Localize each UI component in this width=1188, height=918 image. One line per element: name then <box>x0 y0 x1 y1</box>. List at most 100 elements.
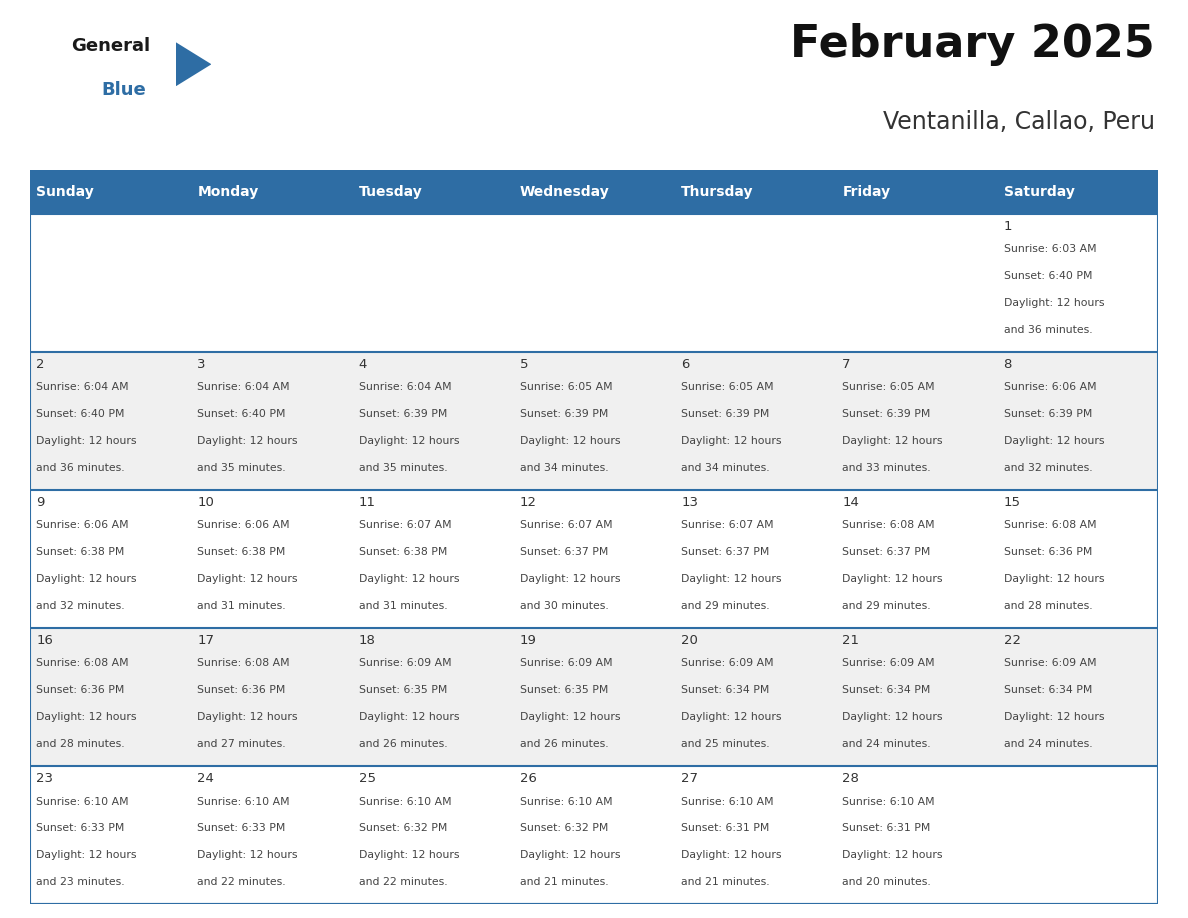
Bar <box>191 490 352 628</box>
Text: Daylight: 12 hours: Daylight: 12 hours <box>197 850 298 860</box>
Text: 28: 28 <box>842 772 859 785</box>
Text: Sunrise: 6:05 AM: Sunrise: 6:05 AM <box>520 382 613 392</box>
Text: Daylight: 12 hours: Daylight: 12 hours <box>520 712 620 722</box>
Text: and 36 minutes.: and 36 minutes. <box>1004 325 1092 335</box>
Text: 8: 8 <box>1004 358 1012 371</box>
Text: Daylight: 12 hours: Daylight: 12 hours <box>520 850 620 860</box>
Text: Sunset: 6:36 PM: Sunset: 6:36 PM <box>36 686 125 696</box>
Bar <box>997 214 1158 352</box>
Text: Sunset: 6:34 PM: Sunset: 6:34 PM <box>1004 686 1092 696</box>
Text: Sunrise: 6:09 AM: Sunrise: 6:09 AM <box>359 658 451 668</box>
Text: Sunset: 6:31 PM: Sunset: 6:31 PM <box>681 823 770 834</box>
Text: Sunset: 6:39 PM: Sunset: 6:39 PM <box>359 409 447 420</box>
Text: and 30 minutes.: and 30 minutes. <box>520 601 608 611</box>
Bar <box>352 352 513 490</box>
Text: Saturday: Saturday <box>1004 185 1074 199</box>
Bar <box>836 170 997 214</box>
Text: Sunset: 6:39 PM: Sunset: 6:39 PM <box>842 409 930 420</box>
Text: and 32 minutes.: and 32 minutes. <box>36 601 125 611</box>
Text: and 34 minutes.: and 34 minutes. <box>681 463 770 473</box>
Text: Daylight: 12 hours: Daylight: 12 hours <box>36 850 137 860</box>
Text: 1: 1 <box>1004 219 1012 233</box>
Text: 13: 13 <box>681 496 699 509</box>
Text: 23: 23 <box>36 772 53 785</box>
Text: Sunday: Sunday <box>36 185 94 199</box>
Text: Sunrise: 6:09 AM: Sunrise: 6:09 AM <box>842 658 935 668</box>
Bar <box>675 767 836 904</box>
Text: Daylight: 12 hours: Daylight: 12 hours <box>681 850 782 860</box>
Text: Sunrise: 6:08 AM: Sunrise: 6:08 AM <box>36 658 128 668</box>
Text: and 21 minutes.: and 21 minutes. <box>520 878 608 888</box>
Text: Wednesday: Wednesday <box>520 185 609 199</box>
Text: Sunset: 6:37 PM: Sunset: 6:37 PM <box>520 547 608 557</box>
Text: Sunset: 6:39 PM: Sunset: 6:39 PM <box>520 409 608 420</box>
Text: Daylight: 12 hours: Daylight: 12 hours <box>842 575 943 584</box>
Text: Sunset: 6:31 PM: Sunset: 6:31 PM <box>842 823 930 834</box>
Text: 5: 5 <box>520 358 529 371</box>
Text: 27: 27 <box>681 772 699 785</box>
Text: Daylight: 12 hours: Daylight: 12 hours <box>842 436 943 446</box>
Text: and 27 minutes.: and 27 minutes. <box>197 739 286 749</box>
Bar <box>352 767 513 904</box>
Text: Sunset: 6:40 PM: Sunset: 6:40 PM <box>1004 271 1092 281</box>
Text: 14: 14 <box>842 496 859 509</box>
Text: and 29 minutes.: and 29 minutes. <box>681 601 770 611</box>
Bar <box>513 170 675 214</box>
Text: Daylight: 12 hours: Daylight: 12 hours <box>1004 575 1104 584</box>
Bar <box>836 628 997 767</box>
Text: Daylight: 12 hours: Daylight: 12 hours <box>197 436 298 446</box>
Text: Daylight: 12 hours: Daylight: 12 hours <box>197 712 298 722</box>
Text: Daylight: 12 hours: Daylight: 12 hours <box>36 575 137 584</box>
Bar <box>675 170 836 214</box>
Bar <box>513 214 675 352</box>
Text: Sunset: 6:32 PM: Sunset: 6:32 PM <box>359 823 447 834</box>
Text: Thursday: Thursday <box>681 185 753 199</box>
Bar <box>30 490 191 628</box>
Text: and 20 minutes.: and 20 minutes. <box>842 878 931 888</box>
Text: Sunrise: 6:07 AM: Sunrise: 6:07 AM <box>681 521 773 531</box>
Bar <box>997 767 1158 904</box>
Text: and 32 minutes.: and 32 minutes. <box>1004 463 1092 473</box>
Text: Blue: Blue <box>101 81 146 99</box>
Text: 21: 21 <box>842 634 859 647</box>
Text: Daylight: 12 hours: Daylight: 12 hours <box>520 436 620 446</box>
Text: 4: 4 <box>359 358 367 371</box>
Text: Sunrise: 6:04 AM: Sunrise: 6:04 AM <box>359 382 451 392</box>
Text: and 24 minutes.: and 24 minutes. <box>842 739 931 749</box>
Text: Sunrise: 6:10 AM: Sunrise: 6:10 AM <box>842 797 935 807</box>
Text: 16: 16 <box>36 634 53 647</box>
Text: Daylight: 12 hours: Daylight: 12 hours <box>1004 298 1104 308</box>
Text: Sunset: 6:39 PM: Sunset: 6:39 PM <box>681 409 770 420</box>
Bar <box>352 490 513 628</box>
Text: Daylight: 12 hours: Daylight: 12 hours <box>520 575 620 584</box>
Bar <box>30 170 191 214</box>
Text: and 28 minutes.: and 28 minutes. <box>1004 601 1092 611</box>
Text: Daylight: 12 hours: Daylight: 12 hours <box>1004 712 1104 722</box>
Text: Sunset: 6:33 PM: Sunset: 6:33 PM <box>36 823 125 834</box>
Text: Sunset: 6:38 PM: Sunset: 6:38 PM <box>197 547 286 557</box>
Text: Sunrise: 6:09 AM: Sunrise: 6:09 AM <box>1004 658 1097 668</box>
Text: and 35 minutes.: and 35 minutes. <box>197 463 286 473</box>
Bar <box>191 214 352 352</box>
Text: 19: 19 <box>520 634 537 647</box>
Text: Sunset: 6:40 PM: Sunset: 6:40 PM <box>36 409 125 420</box>
Text: Monday: Monday <box>197 185 259 199</box>
Text: Sunset: 6:35 PM: Sunset: 6:35 PM <box>359 686 447 696</box>
Text: Friday: Friday <box>842 185 891 199</box>
Text: Sunrise: 6:05 AM: Sunrise: 6:05 AM <box>681 382 773 392</box>
Bar <box>513 628 675 767</box>
Text: Sunset: 6:32 PM: Sunset: 6:32 PM <box>520 823 608 834</box>
Text: Sunset: 6:35 PM: Sunset: 6:35 PM <box>520 686 608 696</box>
Bar <box>191 628 352 767</box>
Text: Sunrise: 6:10 AM: Sunrise: 6:10 AM <box>36 797 128 807</box>
Bar <box>513 352 675 490</box>
Text: Sunrise: 6:10 AM: Sunrise: 6:10 AM <box>197 797 290 807</box>
Bar <box>836 214 997 352</box>
Bar <box>997 352 1158 490</box>
Text: 17: 17 <box>197 634 214 647</box>
Text: Sunset: 6:36 PM: Sunset: 6:36 PM <box>197 686 286 696</box>
Text: Ventanilla, Callao, Peru: Ventanilla, Callao, Peru <box>883 110 1155 134</box>
Text: and 35 minutes.: and 35 minutes. <box>359 463 447 473</box>
Bar <box>513 767 675 904</box>
Text: Sunrise: 6:04 AM: Sunrise: 6:04 AM <box>197 382 290 392</box>
